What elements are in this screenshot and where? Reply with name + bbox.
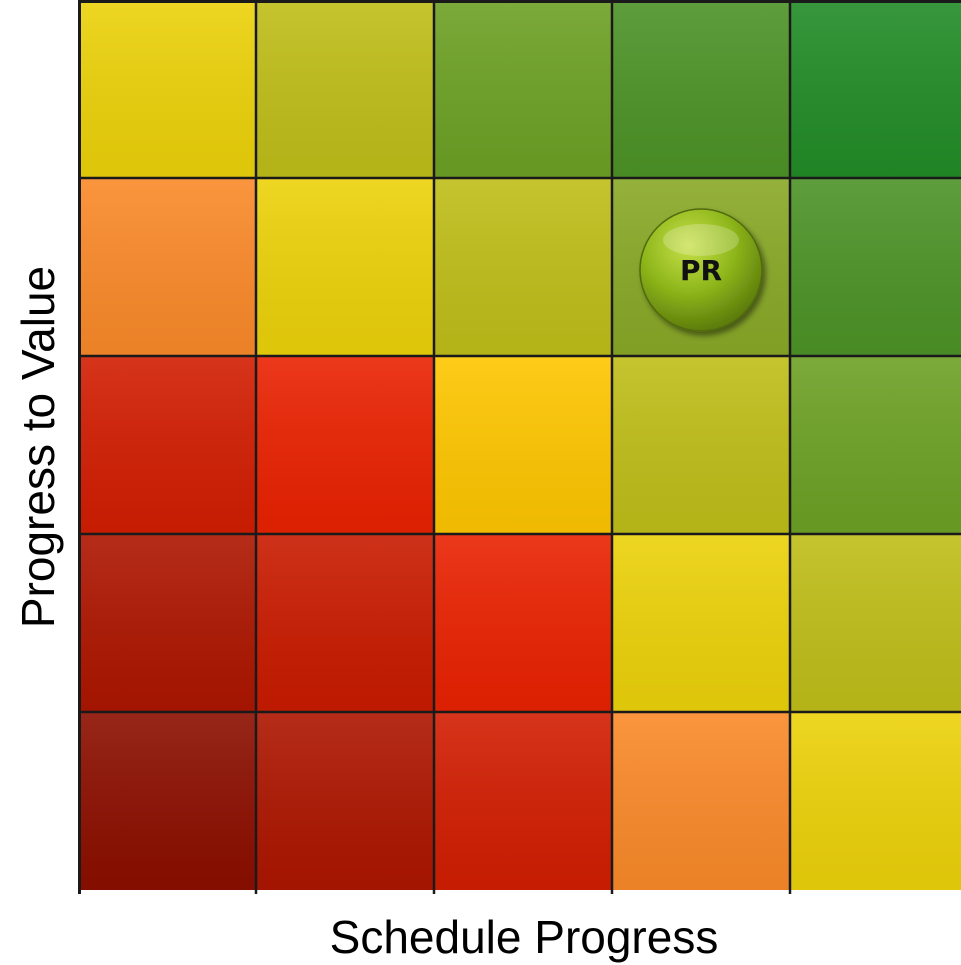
heatmap-cell-shade	[256, 0, 434, 178]
marker-circle	[639, 208, 763, 332]
heatmap-cell-shade	[434, 712, 612, 890]
heatmap-cell-shade	[612, 356, 790, 534]
heatmap-cell-shade	[434, 356, 612, 534]
heatmap-cell-shade	[256, 712, 434, 890]
heatmap-cell-shade	[78, 712, 256, 890]
marker-pr: PR	[639, 208, 763, 332]
heatmap-cell-shade	[78, 356, 256, 534]
marker-label: PR	[680, 254, 722, 287]
heatmap-cell-shade	[78, 178, 256, 356]
heatmap-cell-shade	[790, 534, 961, 712]
heatmap-svg: PR	[78, 0, 961, 894]
heatmap-grid: PR	[78, 0, 961, 894]
x-axis-label: Schedule Progress	[329, 911, 719, 963]
heatmap-cell-shade	[434, 0, 612, 178]
y-axis-label: Progress to Value	[12, 265, 64, 629]
heatmap-cell-shade	[78, 0, 256, 178]
heatmap-cell-shade	[434, 534, 612, 712]
heatmap-cell-shade	[612, 534, 790, 712]
heatmap-cell-shade	[612, 712, 790, 890]
heatmap-cell-shade	[790, 356, 961, 534]
marker-highlight	[663, 224, 739, 256]
heatmap-cell-shade	[256, 356, 434, 534]
heatmap-cell-shade	[790, 712, 961, 890]
heatmap-cell-shade	[790, 0, 961, 178]
heatmap-cell-shade	[78, 534, 256, 712]
heatmap-cell-shade	[434, 178, 612, 356]
heatmap-cell-shade	[612, 0, 790, 178]
heatmap-cell-shade	[256, 534, 434, 712]
heatmap-cell-shade	[790, 178, 961, 356]
heatmap-cell-shade	[256, 178, 434, 356]
